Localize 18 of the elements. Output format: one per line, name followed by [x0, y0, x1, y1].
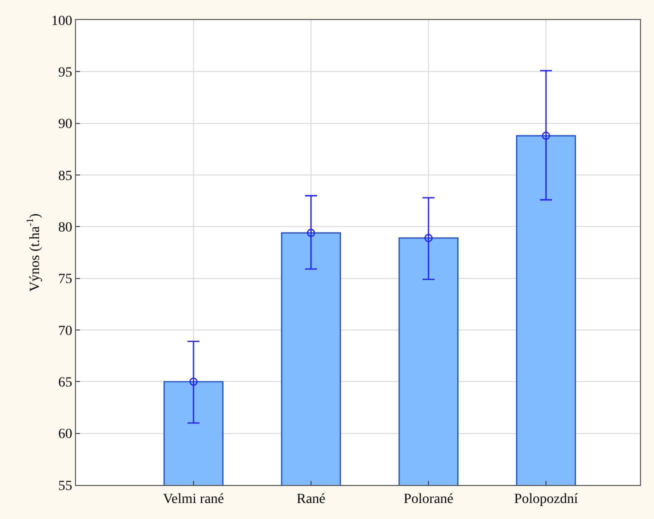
y-tick-label: 70 — [58, 324, 72, 339]
x-tick-label: Rané — [296, 492, 326, 507]
y-tick-label: 90 — [58, 117, 72, 132]
y-tick-label: 55 — [58, 478, 72, 494]
y-tick-label: 60 — [58, 427, 72, 442]
y-tick-label: 65 — [58, 376, 72, 391]
y-tick-label: 95 — [58, 66, 72, 81]
point — [542, 132, 550, 140]
x-tick-label: Polorané — [404, 492, 454, 507]
y-tick-label: 75 — [58, 272, 72, 288]
y-tick-label: 100 — [51, 14, 72, 29]
point — [424, 234, 433, 242]
point — [306, 228, 316, 237]
x-tick-label: Polopozdní — [514, 492, 578, 507]
point — [189, 378, 198, 386]
x-tick-label: Velmi rané — [162, 492, 224, 507]
y-tick-label: 80 — [58, 220, 72, 236]
y-tick-label: 85 — [58, 168, 72, 184]
